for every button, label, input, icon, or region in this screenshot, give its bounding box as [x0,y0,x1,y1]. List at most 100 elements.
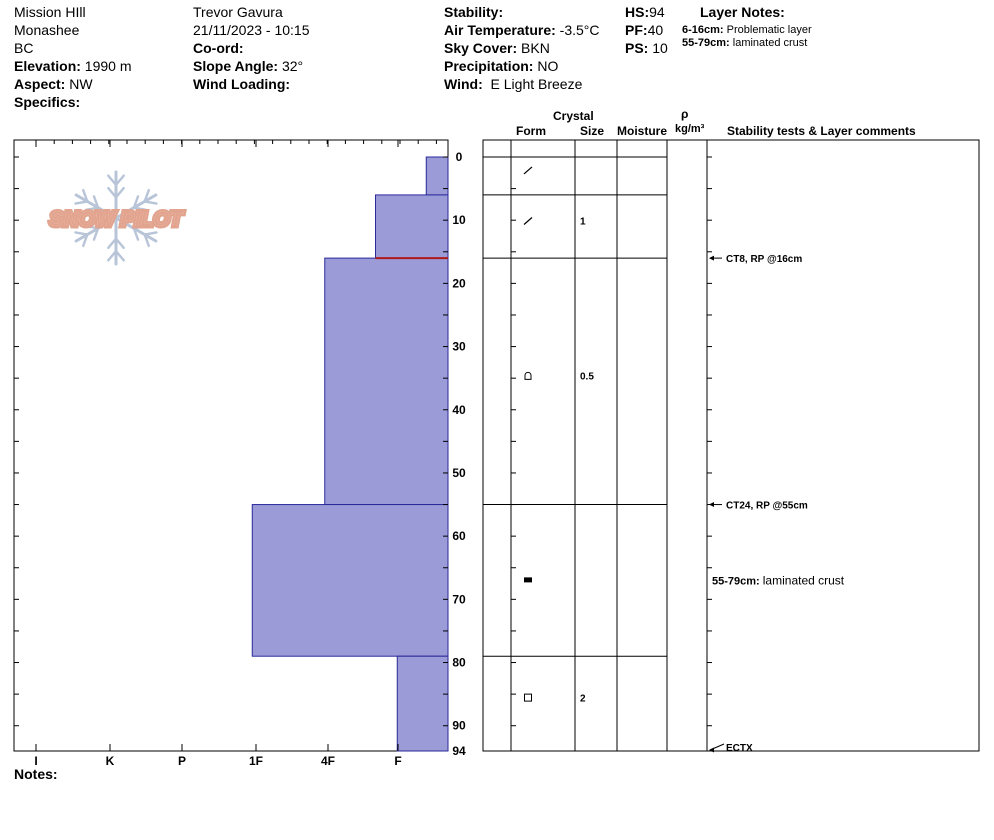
depth-tick-label: 50 [452,466,466,480]
snowflake-branch [143,231,158,236]
hardness-layer-1 [425,156,449,196]
wind-value: E Light Breeze [490,76,583,92]
elevation-value: 1990 m [84,58,132,74]
snowflake-branch [132,225,147,230]
snowflake-branch [114,249,125,262]
stability-test-label: CT8, RP @16cm [726,254,802,265]
moisture-header: Moisture [617,124,668,138]
layer-note-1: 6-16cm: Problematic layer [682,24,812,37]
depth-tick-label: 10 [452,213,466,227]
layer-comment: 55-79cm: laminated crust [712,573,845,587]
aspect-label: Aspect: [14,76,66,92]
sky-value: BKN [521,40,550,56]
crystal-size: 0.5 [580,371,594,382]
crystal-size: 1 [580,217,586,228]
hardness-tick-label: P [178,754,186,768]
depth-tick-label: 0 [456,150,463,164]
snowflake-arm [114,216,158,243]
hardness-layer-4 [251,504,449,657]
coord-label: Co-ord: [193,40,244,56]
observer: Trevor Gavura [193,4,283,20]
elevation: Elevation: 1990 m [14,58,132,74]
pf-value: 40 [647,22,664,38]
snowflake-arm [74,193,118,220]
rho-header: ρ [681,107,689,121]
snowflake-branch [74,200,89,205]
snowflake-branch [107,237,118,250]
ps: PS: 10 [625,40,668,56]
snowflake-icon [74,170,158,266]
ps-label: PS: [625,40,649,56]
density-unit-header: kg/m³ [675,123,705,135]
snowflake-arm [74,216,118,243]
hardness-tick-label: 4F [321,754,335,768]
layer-table-frame [482,139,980,752]
snow-pilot-logo: SNOW PILOT SNOW PILOT [47,170,187,266]
wind: Wind: E Light Breeze [444,76,582,92]
test-arrow-icon [709,255,714,261]
precip-label: Precipitation: [444,58,534,74]
state: BC [14,40,34,56]
slope-label: Slope Angle: [193,58,279,74]
snowflake-branch [114,186,125,199]
snowflake-branch [82,188,89,203]
layer-table: 10.52 [483,140,712,751]
layer-note-2-text: laminated crust [732,37,808,49]
stability-tests: CT8, RP @16cm CT24, RP @55cm ECTX 55-79cm: … [709,254,845,754]
pf: PF:40 [625,22,663,38]
hardness-axis: I K P 1F 4F F [34,140,437,768]
crystal-size: 2 [580,694,586,705]
snowflake-branch [114,237,125,250]
depth-tick-label: 60 [452,529,466,543]
stability-test-label: ECTX [726,743,753,754]
faceted-rounded-icon [524,371,532,380]
stability-tests-header: Stability tests & Layer comments [727,124,916,138]
snowflake-branch [143,233,150,248]
air-temp-label: Air Temperature: [444,22,556,38]
sky-label: Sky Cover: [444,40,518,56]
snowflake-branch [74,231,89,236]
hs-value: 94 [649,4,665,20]
snowflake-branch [143,200,158,205]
hs-label: HS: [625,4,650,20]
depth-tick-label: 90 [452,719,466,733]
notes-label: Notes: [14,766,58,782]
layer-note-1-text: Problematic layer [726,24,812,36]
stability-label: Stability: [444,4,504,20]
snowflake-branch [107,186,118,199]
snowflake-arm [114,193,158,220]
form-icon-slash [523,217,533,225]
depth-tick-label: 30 [452,340,466,354]
hardness-tick-label: F [394,754,401,768]
aspect: Aspect: NW [14,76,93,92]
snowflake-branch [143,188,150,203]
crystal-header: Crystal [553,109,594,123]
hardness-layers [251,156,449,752]
crust-icon [524,577,532,583]
stability-test-label: CT24, RP @55cm [726,501,808,512]
snowflake-branch [114,174,125,187]
depth-tick-label: 40 [452,403,466,417]
layer-note-2: 55-79cm: laminated crust [682,37,807,50]
snowflake-branch [107,249,118,262]
snowflake-branch [107,174,118,187]
layer-note-2-range: 55-79cm: [682,37,730,49]
depth-tick-label: 80 [452,656,466,670]
form-icon-slash [523,166,533,175]
slash-icon [523,166,533,175]
size-header: Size [580,124,605,138]
hardness-layer-5 [396,655,449,752]
precipitation: Precipitation: NO [444,58,558,74]
form-icon-faceted-rounded [524,371,532,380]
hardness-layer-2 [375,194,449,259]
range: Monashee [14,22,80,38]
hardness-layer-3 [324,257,449,506]
snowflake-branch [85,206,100,211]
depth-tick-label: 70 [452,592,466,606]
snowflake-branch [132,227,140,241]
slope-value: 32° [281,58,304,74]
wind-label: Wind: [444,76,483,92]
layer-note-1-range: 6-16cm: [682,24,724,36]
test-arrow-icon [709,502,714,508]
